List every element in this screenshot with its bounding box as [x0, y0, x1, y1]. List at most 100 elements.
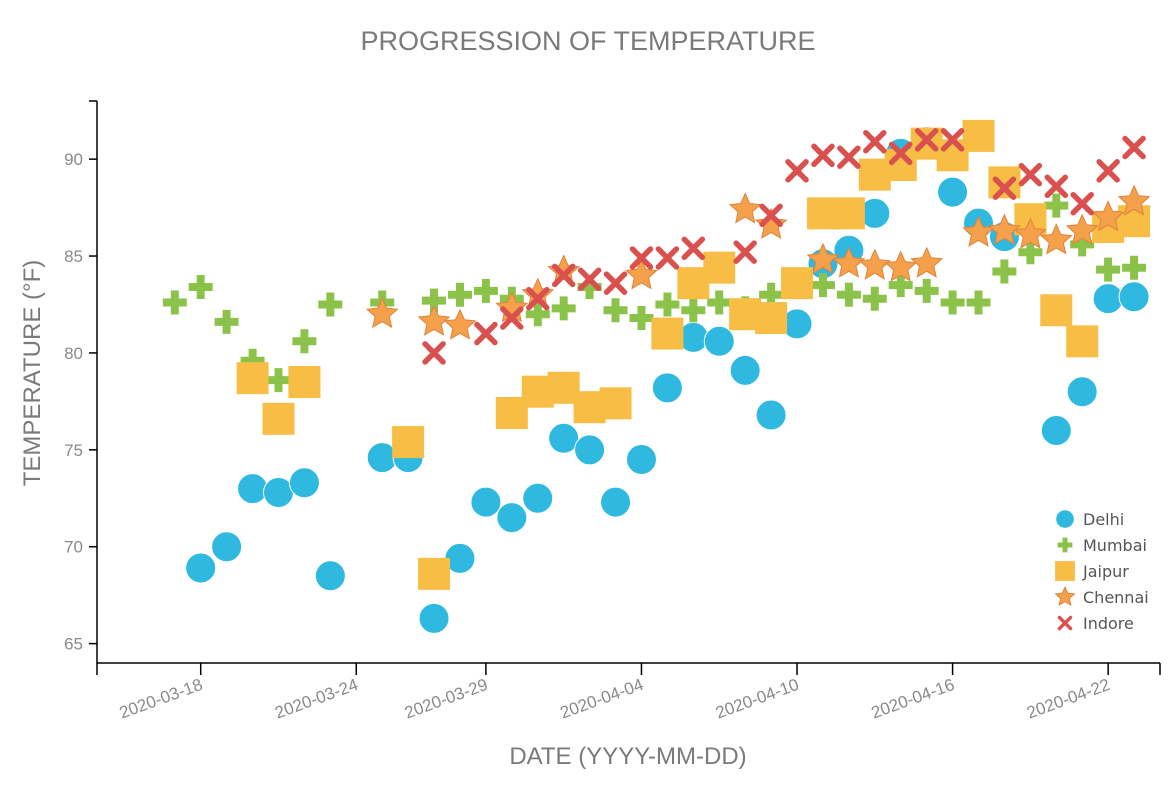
jaipur-point: [418, 557, 451, 590]
jaipur-point: [962, 119, 995, 152]
indore-point: [811, 143, 835, 168]
delhi-point: [288, 467, 320, 499]
mumbai-point: [655, 292, 680, 317]
delhi-point: [185, 552, 217, 584]
mumbai-point: [1096, 257, 1121, 282]
mumbai-point: [525, 302, 550, 327]
indore-point: [422, 341, 446, 365]
x-stroke: [733, 240, 757, 264]
delhi-point: [1118, 281, 1150, 313]
delhi-point: [1092, 283, 1124, 315]
delhi-point: [651, 372, 683, 404]
delhi-point: [1040, 414, 1072, 446]
series-indore: [422, 128, 1146, 365]
jaipur-point: [651, 317, 684, 350]
series-jaipur: [236, 119, 1151, 590]
legend-marker-delhi: [1055, 509, 1075, 529]
x-stroke: [863, 129, 887, 154]
x-stroke: [940, 128, 965, 152]
y-tick-label: 85: [64, 247, 83, 266]
x-stroke: [811, 143, 835, 168]
chennai-point: [910, 246, 944, 278]
jaipur-point: [988, 166, 1021, 199]
mumbai-point: [1018, 240, 1043, 265]
chennai-point: [1039, 223, 1073, 255]
x-tick-label: 2020-03-29: [402, 675, 490, 723]
mumbai-point: [551, 296, 576, 321]
chennai-point: [962, 215, 995, 247]
x-stroke: [603, 271, 628, 295]
x-tick-label: 2020-03-24: [272, 675, 360, 723]
x-axis-title: DATE (YYYY-MM-DD): [509, 743, 746, 770]
indore-point: [733, 240, 757, 264]
legend-marker-chennai: [1054, 585, 1076, 607]
delhi-point: [548, 422, 580, 454]
jaipur-point: [1040, 294, 1073, 327]
chennai-point: [806, 242, 840, 274]
indore-point: [603, 271, 628, 295]
y-tick-label: 70: [64, 538, 83, 557]
legend-label-jaipur: Jaipur: [1082, 562, 1129, 581]
x-stroke: [759, 203, 783, 228]
chennai-point: [547, 254, 581, 286]
mumbai-point: [448, 282, 472, 307]
delhi-point: [314, 560, 346, 592]
legend-item-mumbai: Mumbai: [1057, 536, 1147, 555]
chennai-point: [1117, 184, 1151, 216]
mumbai-point: [318, 292, 343, 317]
legend-marker-indore: [1057, 615, 1073, 631]
mumbai-point: [292, 329, 317, 354]
mumbai-point: [240, 348, 265, 373]
delhi-point: [522, 482, 554, 514]
mumbai-point: [577, 275, 602, 299]
indore-point: [655, 246, 680, 270]
chennai-point: [884, 250, 918, 282]
chennai-point: [365, 296, 399, 329]
jaipur-point: [755, 302, 788, 335]
mumbai-point: [422, 288, 446, 313]
x-stroke: [1070, 191, 1094, 216]
indore-point: [577, 267, 602, 292]
x-tick-label: 2020-04-16: [869, 675, 957, 723]
x-stroke: [1096, 159, 1120, 183]
delhi-point: [470, 486, 502, 518]
y-tick-label: 65: [64, 635, 83, 654]
jaipur-point: [1066, 325, 1099, 358]
delhi-point: [211, 531, 243, 563]
x-stroke: [992, 176, 1017, 200]
chennai-point: [832, 246, 866, 278]
mumbai-point: [1122, 255, 1147, 280]
jaipur-point: [1118, 205, 1151, 238]
indore-point: [1018, 162, 1043, 187]
jaipur-point: [599, 387, 632, 420]
indore-point: [863, 129, 887, 154]
indore-point: [914, 128, 939, 152]
x-stroke: [785, 159, 809, 183]
x-stroke: [577, 267, 602, 292]
delhi-point: [703, 325, 735, 357]
indore-point: [1122, 135, 1146, 160]
indore-point: [992, 176, 1017, 200]
indore-point: [681, 236, 706, 261]
x-stroke: [526, 286, 550, 311]
indore-point: [837, 145, 861, 169]
jaipur-point: [832, 197, 865, 230]
x-stroke: [681, 236, 706, 261]
y-tick-label: 75: [64, 441, 83, 460]
chennai-point: [1013, 217, 1047, 249]
jaipur-point: [781, 267, 814, 300]
indore-point: [500, 306, 524, 330]
mumbai-point: [707, 290, 732, 315]
x-stroke: [1044, 174, 1069, 199]
mumbai-point: [992, 259, 1017, 284]
data-marks: [162, 119, 1151, 634]
mumbai-point: [603, 298, 628, 323]
legend-label-delhi: Delhi: [1083, 510, 1124, 529]
y-axis-title: TEMPERATURE (°F): [19, 260, 46, 486]
x-tick-label: 2020-04-10: [713, 675, 801, 723]
indore-point: [551, 263, 576, 288]
legend-label-chennai: Chennai: [1083, 588, 1149, 607]
delhi-point: [1066, 376, 1098, 408]
jaipur-point: [392, 426, 425, 459]
